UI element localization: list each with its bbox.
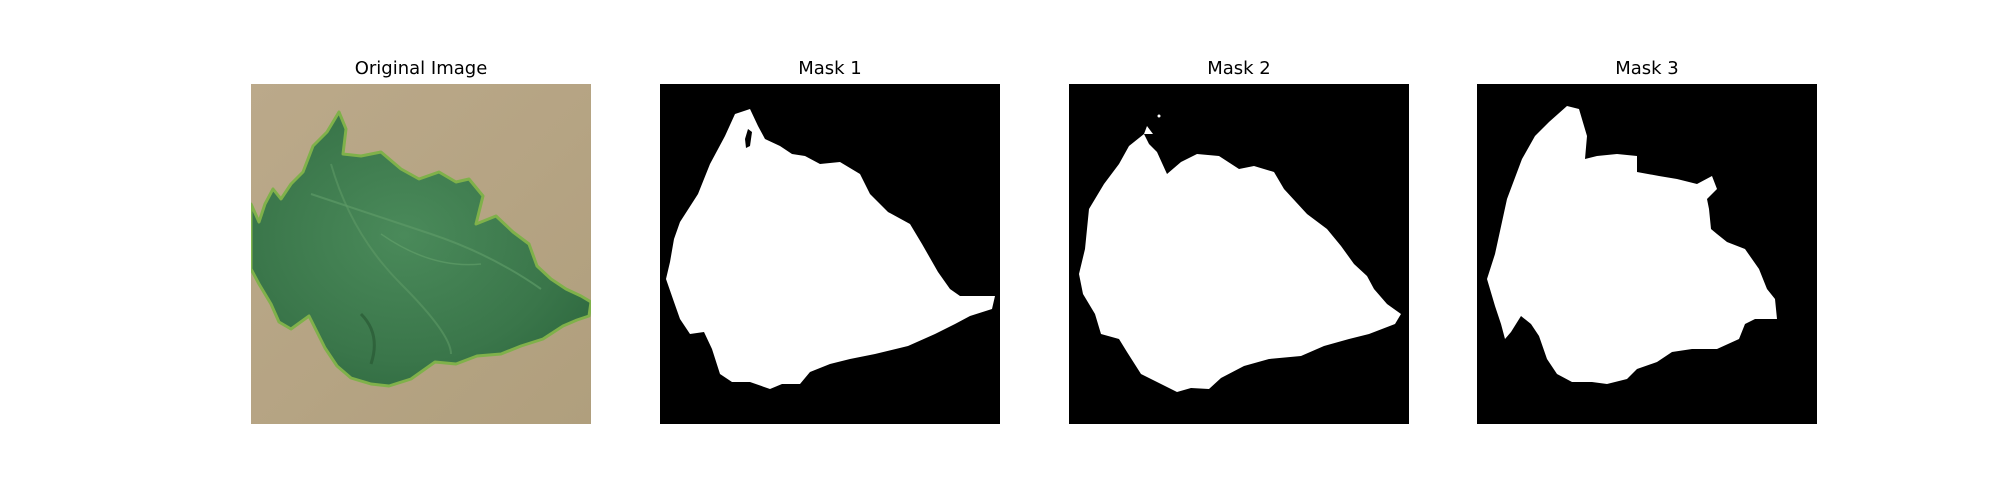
panel-title: Mask 3: [1615, 58, 1679, 79]
mask-foreground: [666, 109, 995, 389]
panel-title: Original Image: [354, 58, 488, 79]
mask-foreground: [1079, 134, 1401, 392]
mask-3-image: [1477, 84, 1817, 424]
panel-title: Mask 2: [1207, 58, 1271, 79]
mask-2-image: [1069, 84, 1409, 424]
panel-mask-1: Mask 1: [660, 0, 1000, 500]
mask-1-image: [660, 84, 1000, 424]
mask-foreground: [1487, 106, 1777, 384]
panel-title: Mask 1: [798, 58, 862, 79]
panel-mask-3: Mask 3: [1477, 0, 1817, 500]
panel-original-image: Original Image: [251, 0, 591, 500]
panel-mask-2: Mask 2: [1069, 0, 1409, 500]
original-leaf-photo: [251, 84, 591, 424]
